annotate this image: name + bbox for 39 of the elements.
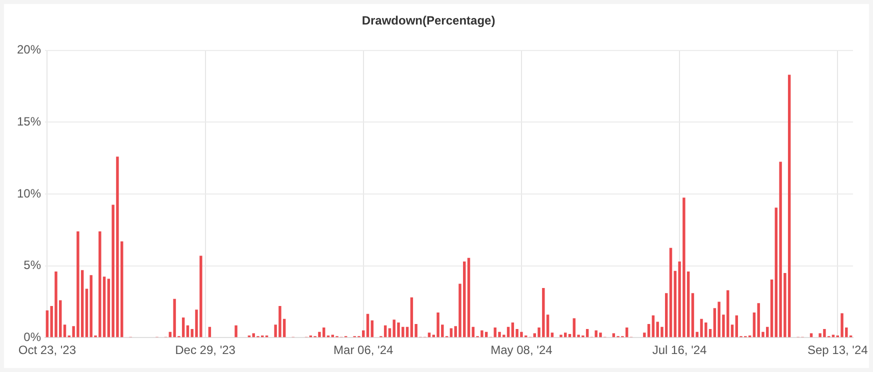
bar (63, 324, 66, 338)
bar (726, 290, 730, 338)
x-tick-label: Sep 13, '24 (807, 343, 868, 358)
bar (691, 293, 694, 338)
bar (788, 74, 791, 338)
bar (586, 328, 589, 338)
x-tick-label: Mar 06, '24 (334, 343, 394, 358)
bar (467, 258, 470, 338)
bar (370, 320, 374, 338)
bar (428, 332, 431, 338)
x-tick-label: Dec 29, '23 (175, 343, 236, 358)
bar (647, 324, 650, 338)
y-tick-label: 0% (24, 330, 42, 344)
bar (669, 248, 672, 338)
y-tick-label: 20% (16, 42, 42, 57)
bar (625, 328, 628, 338)
bar (550, 332, 554, 338)
bar (384, 325, 387, 338)
bar (410, 297, 414, 338)
x-tick-label: Jul 16, '24 (652, 343, 708, 358)
bar (366, 314, 370, 338)
y-tick-label: 15% (16, 114, 42, 129)
bar (832, 334, 835, 338)
bar (511, 322, 514, 338)
bar (770, 279, 774, 338)
bar (730, 324, 734, 338)
bar (572, 318, 576, 338)
bar (322, 328, 326, 338)
y-tick-label: 5% (24, 258, 42, 272)
bar (186, 325, 190, 338)
x-tick-label: Oct 23, '23 (18, 343, 76, 358)
bar (652, 315, 655, 338)
y-tick-label: 10% (16, 186, 42, 200)
bar (182, 317, 185, 338)
chart-title: Drawdown(Percentage) (362, 14, 496, 28)
bar (560, 334, 562, 338)
x-tick-label: May 08, '24 (490, 343, 553, 358)
bar (46, 310, 49, 338)
bar (234, 325, 238, 338)
